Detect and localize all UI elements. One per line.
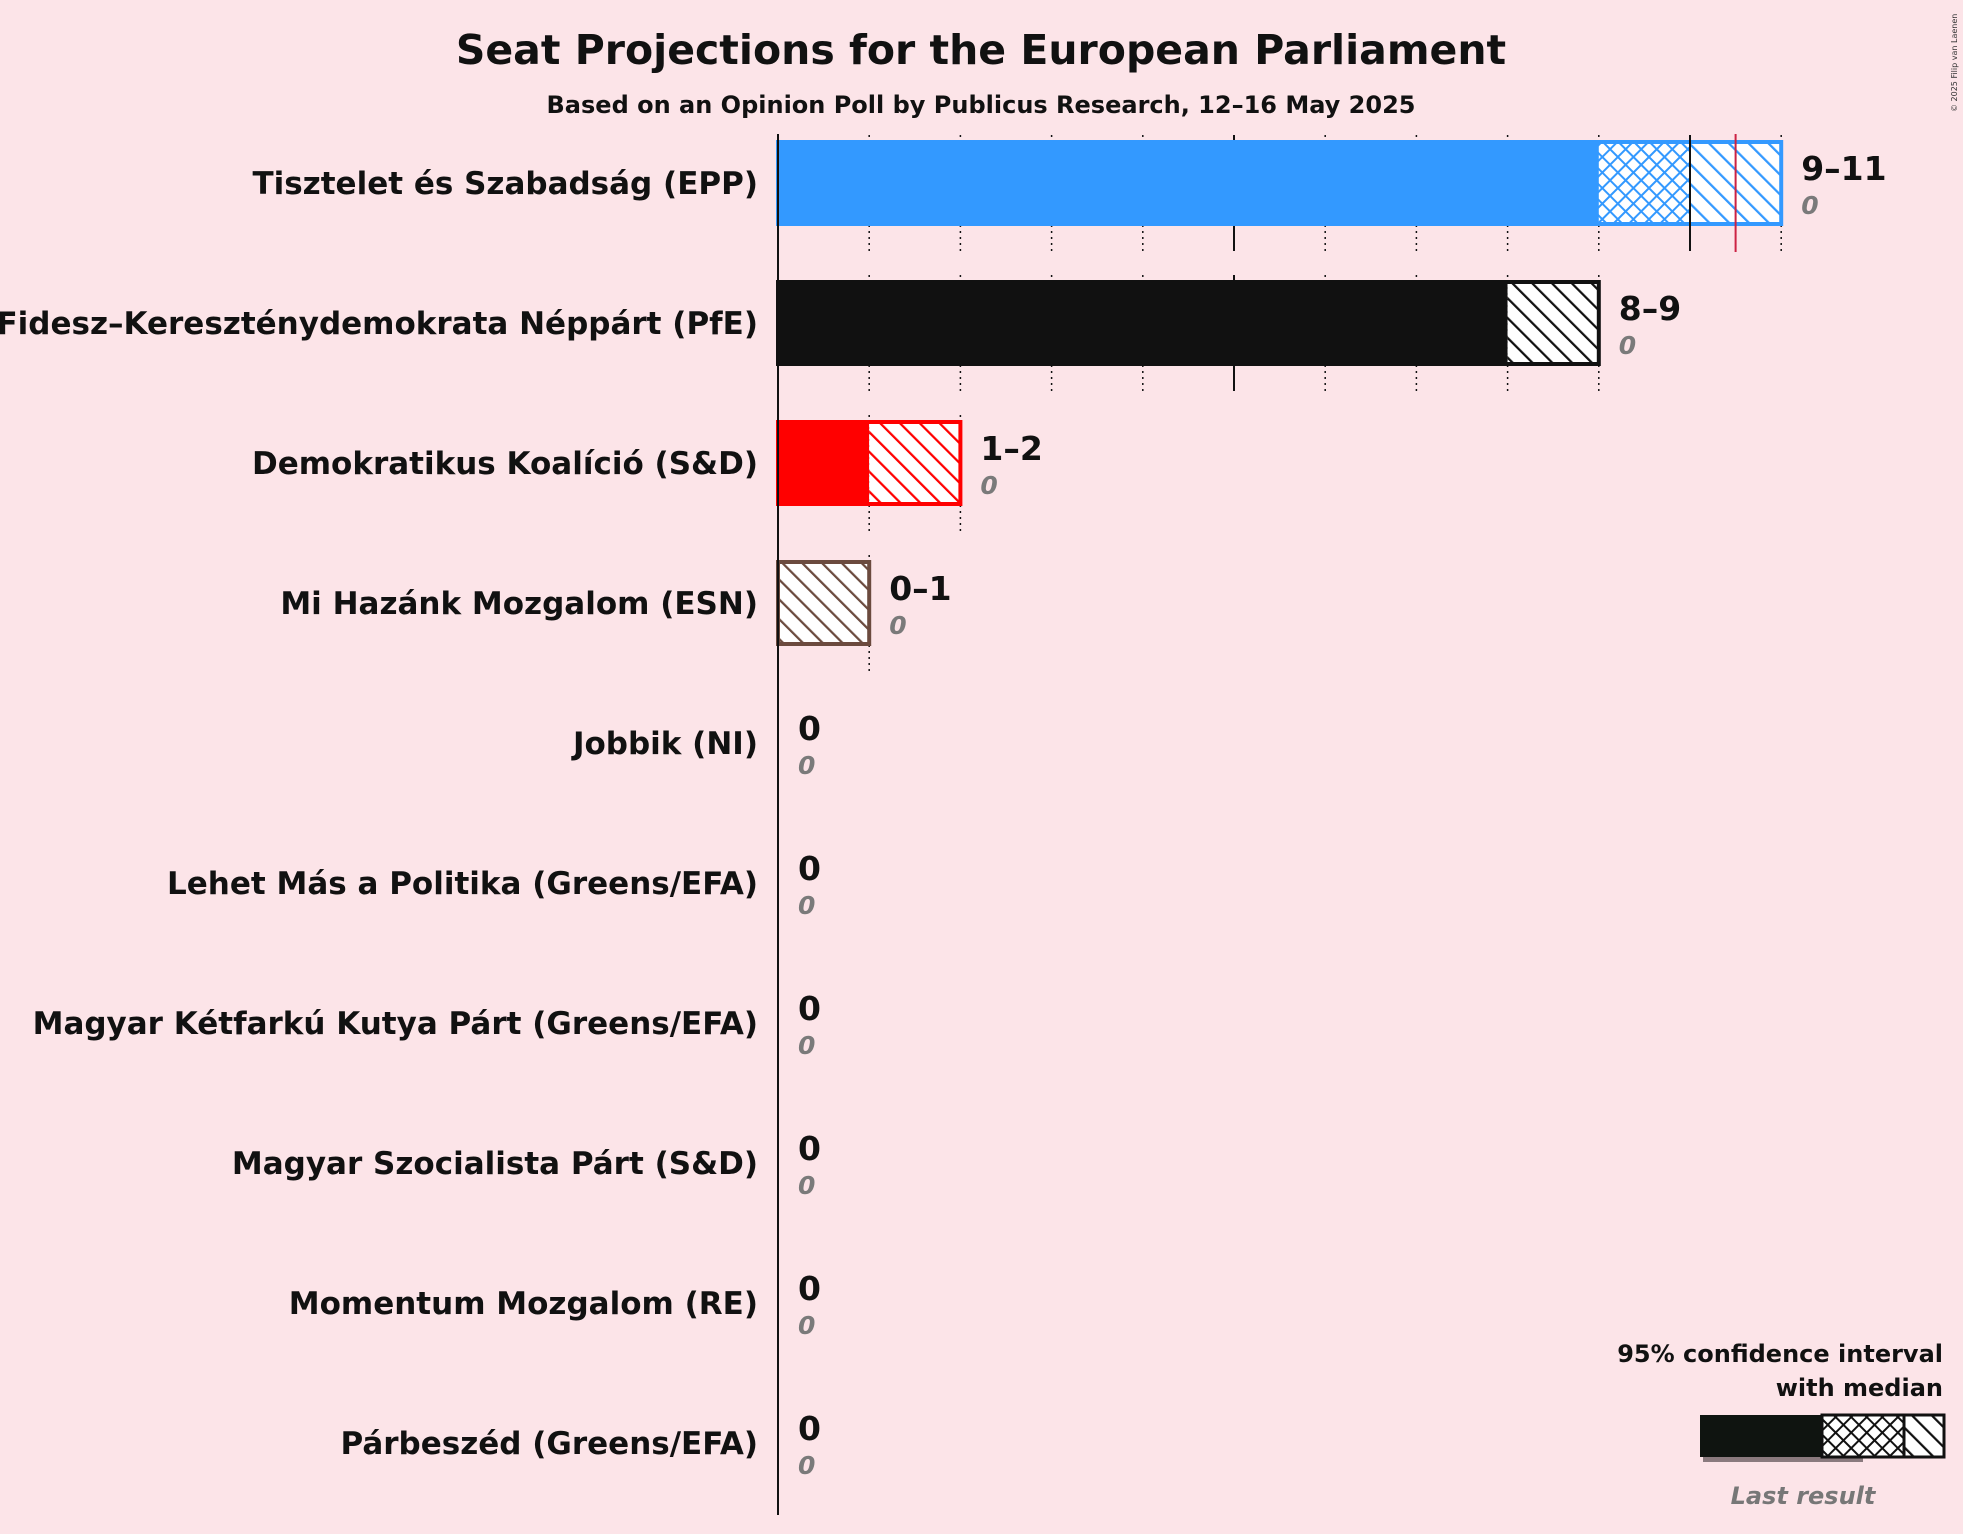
last-result-label: 0 [798,751,815,780]
bar-hatch [1507,282,1599,364]
party-label: Párbeszéd (Greens/EFA) [340,1426,758,1462]
legend-crosshatch-bar [1820,1413,1906,1459]
last-result-label: 0 [798,1451,815,1480]
last-result-label: 0 [1619,331,1636,360]
last-result-label: 0 [798,891,815,920]
range-label: 8–9 [1619,289,1681,328]
legend: 95% confidence interval with median Last… [1617,1340,1946,1510]
chart-subtitle: Based on an Opinion Poll by Publicus Res… [547,91,1416,119]
party-label: Magyar Szocialista Párt (S&D) [232,1146,758,1182]
last-result-label: 0 [889,611,906,640]
bars-layer [776,134,1784,646]
party-label: Momentum Mozgalom (RE) [289,1286,758,1322]
range-label: 0 [798,709,821,748]
last-result-label: 0 [1801,191,1818,220]
party-label: Lehet Más a Politika (Greens/EFA) [167,866,758,902]
bar-solid [778,422,870,504]
range-label: 0–1 [889,569,951,608]
party-label: Fidesz–Kereszténydemokrata Néppárt (PfE) [0,306,758,342]
range-label: 1–2 [980,429,1042,468]
copyright-note: © 2025 Filip van Laenen [1950,14,1959,112]
last-result-label: 0 [798,1031,815,1060]
legend-last-result-label: Last result [1731,1482,1877,1510]
bar-hatch [778,562,870,644]
range-label: 0 [798,1129,821,1168]
party-label: Jobbik (NI) [571,726,758,762]
party-label: Magyar Kétfarkú Kutya Párt (Greens/EFA) [33,1006,758,1042]
range-label: 0 [798,989,821,1028]
range-label: 0 [798,1409,821,1448]
range-label: 0 [798,1269,821,1308]
party-label: Mi Hazánk Mozgalom (ESN) [280,586,758,622]
range-label: 0 [798,849,821,888]
bar-crosshatch [1598,142,1690,224]
party-label: Demokratikus Koalíció (S&D) [252,446,758,482]
legend-solid-bar [1700,1415,1822,1457]
last-result-label: 0 [980,471,997,500]
legend-hatch-bar [1902,1413,1946,1459]
chart-title: Seat Projections for the European Parlia… [456,26,1506,74]
labels-layer: Tisztelet és Szabadság (EPP) 9–11 0 Fidesz–… [0,149,1887,1480]
party-label: Tisztelet és Szabadság (EPP) [252,166,758,202]
last-result-label: 0 [798,1311,815,1340]
bar-solid [778,282,1508,364]
range-label: 9–11 [1801,149,1886,188]
legend-title-line1: 95% confidence interval [1617,1340,1943,1368]
bar-hatch [869,422,961,504]
legend-title-line2: with median [1776,1374,1943,1402]
last-result-label: 0 [798,1171,815,1200]
bar-solid [778,142,1690,224]
